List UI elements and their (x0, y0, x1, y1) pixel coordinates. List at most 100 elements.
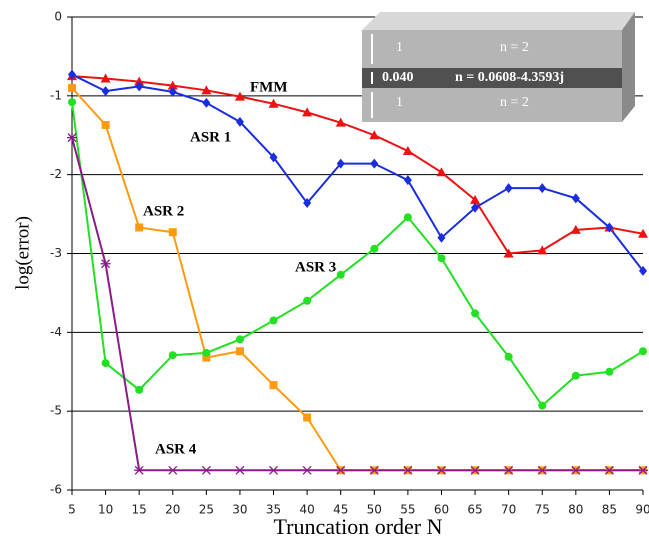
series-line (71, 102, 644, 408)
marker (268, 98, 279, 108)
marker (268, 465, 279, 475)
slab-layer (362, 30, 622, 68)
series-line (71, 75, 644, 255)
marker-stroke (437, 465, 446, 475)
marker (436, 465, 447, 475)
marker (504, 183, 513, 194)
marker-stroke (537, 465, 547, 475)
marker (201, 85, 212, 95)
x-tick-label: 20 (165, 503, 180, 517)
y-axis-label: log(error) (12, 216, 33, 290)
marker-stroke (403, 465, 413, 475)
marker (538, 183, 547, 194)
marker (571, 371, 580, 380)
marker (135, 223, 144, 232)
x-tick-label: 85 (602, 503, 617, 517)
marker-stroke (134, 465, 144, 475)
marker (269, 381, 278, 390)
marker-stroke (336, 465, 346, 475)
marker (302, 465, 313, 475)
marker (503, 248, 514, 258)
marker-stroke (571, 465, 581, 475)
y-tick-label: -3 (50, 246, 62, 260)
marker (402, 465, 413, 475)
marker (504, 352, 513, 361)
inset-label: n = 2 (500, 40, 529, 55)
marker (202, 353, 211, 362)
x-tick-label: 10 (98, 503, 113, 517)
marker (503, 465, 514, 475)
x-axis-label: Truncation order N (273, 514, 442, 539)
marker (336, 158, 345, 169)
x-tick-label: 30 (232, 503, 247, 517)
marker (605, 222, 614, 233)
marker (68, 98, 76, 107)
marker (168, 351, 177, 360)
inset-label: 1 (396, 95, 403, 110)
marker (167, 465, 178, 475)
marker (302, 107, 313, 117)
marker (135, 81, 144, 92)
series-label: ASR 2 (143, 203, 184, 219)
marker (436, 167, 447, 177)
marker (403, 213, 412, 222)
marker (101, 86, 110, 97)
marker (638, 465, 648, 475)
marker (369, 465, 380, 475)
x-tick-label: 35 (266, 503, 281, 517)
marker (234, 91, 245, 101)
marker (335, 465, 346, 475)
y-tick-label: -5 (50, 404, 62, 418)
slab-layer (362, 88, 622, 122)
marker (470, 465, 481, 475)
marker (471, 309, 480, 318)
marker (201, 465, 212, 475)
marker-stroke (302, 465, 312, 475)
marker (571, 193, 580, 204)
marker-stroke (168, 465, 178, 475)
marker (100, 73, 111, 83)
marker (605, 367, 614, 376)
marker-stroke (604, 465, 614, 475)
marker (303, 413, 312, 422)
y-tick-label: -1 (50, 88, 62, 102)
marker (336, 270, 345, 279)
series-label: ASR 4 (155, 441, 197, 457)
slab-side (622, 12, 635, 122)
x-tick-label: 5 (68, 503, 76, 517)
marker (68, 69, 76, 80)
marker (68, 83, 76, 92)
marker-stroke (67, 133, 77, 143)
marker (100, 259, 111, 269)
marker (235, 347, 244, 356)
series-label: ASR 1 (190, 129, 231, 145)
inset-label: n = 0.0608-4.3593j (455, 70, 564, 85)
marker (470, 194, 481, 204)
marker (303, 296, 312, 305)
inset: 1 n = 2 0.040 n = 0.0608-4.3593j 1 n = 2 (362, 12, 635, 122)
marker-stroke (369, 465, 379, 475)
marker (202, 348, 211, 357)
marker-stroke (235, 465, 245, 475)
marker-stroke (470, 465, 480, 475)
marker (471, 202, 480, 213)
x-tick-label: 50 (367, 503, 382, 517)
marker (101, 121, 110, 130)
marker-stroke (269, 465, 278, 475)
marker (167, 80, 178, 90)
x-tick-label: 90 (635, 503, 649, 517)
marker (335, 117, 346, 127)
x-tick-label: 25 (199, 503, 214, 517)
marker (134, 465, 145, 475)
inset-label: 0.040 (382, 70, 414, 85)
inset-label: 1 (396, 40, 403, 55)
marker (537, 245, 548, 255)
x-tick-label: 45 (333, 503, 348, 517)
marker (639, 347, 647, 356)
marker-stroke (638, 465, 648, 475)
series-label: FMM (250, 79, 287, 95)
x-tick-label: 55 (400, 503, 415, 517)
marker (168, 86, 177, 97)
marker (269, 152, 278, 163)
marker (604, 465, 615, 475)
